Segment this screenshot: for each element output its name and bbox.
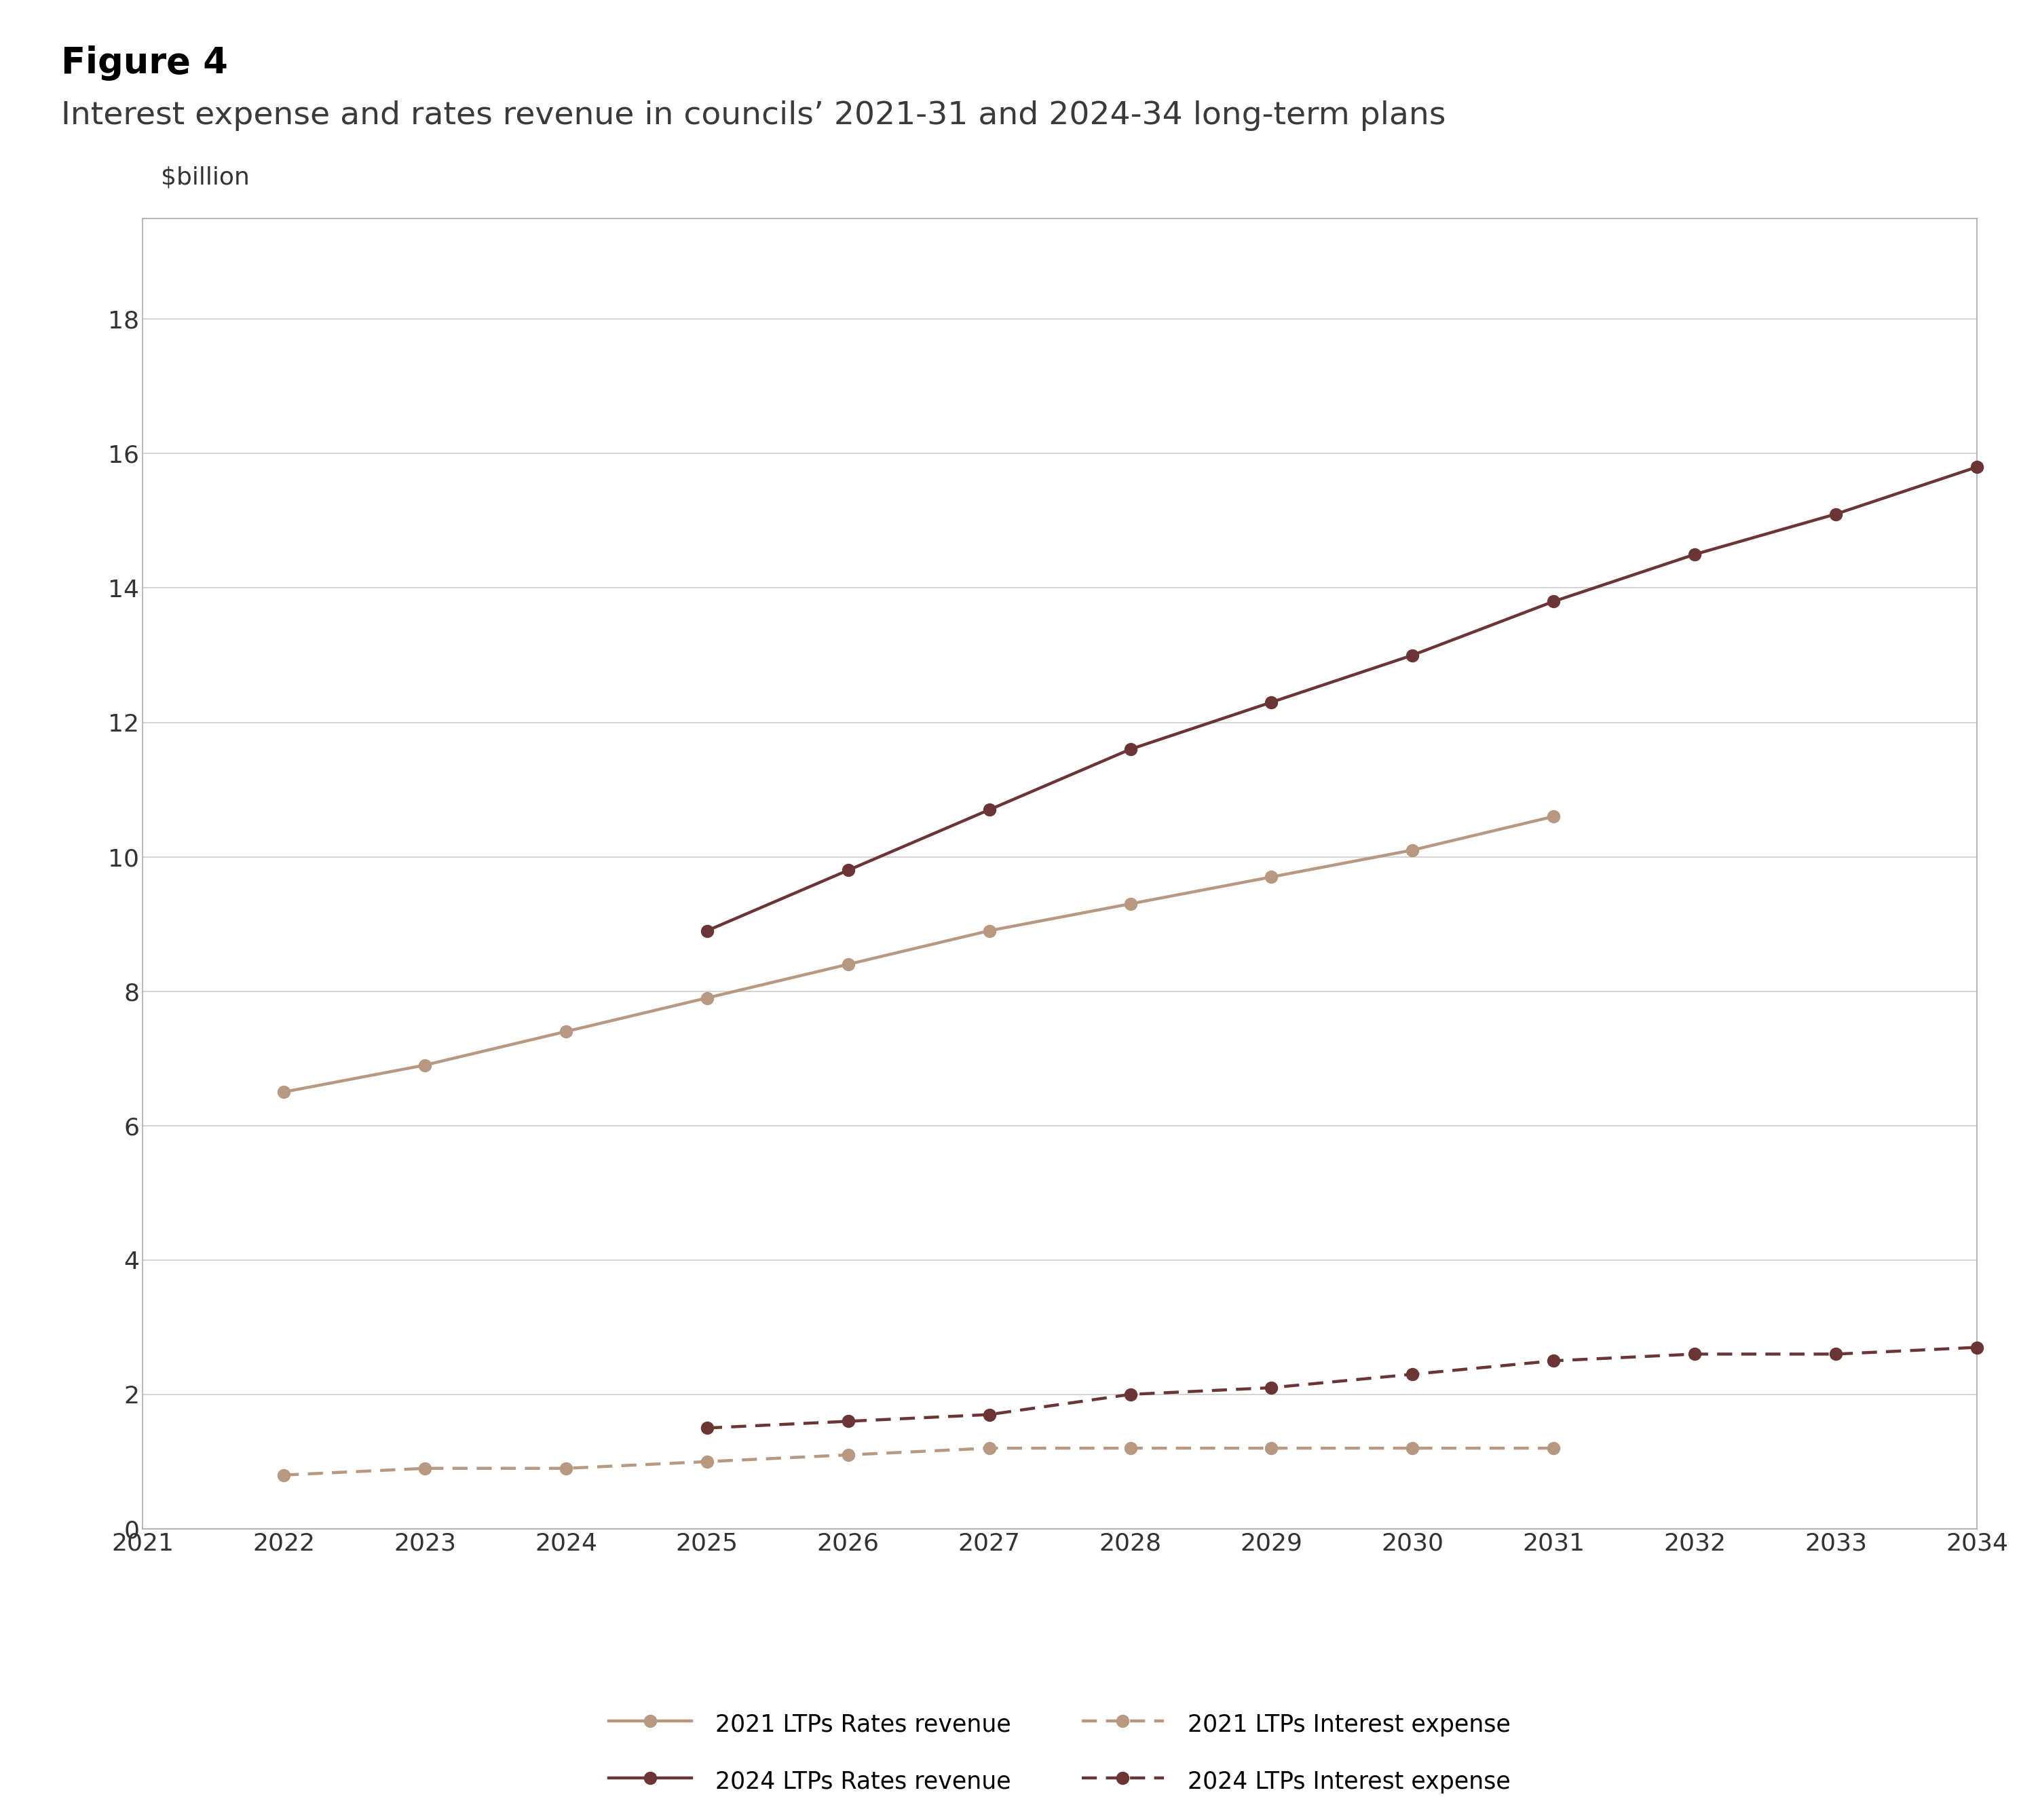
Text: Figure 4: Figure 4 <box>61 46 228 80</box>
Text: Interest expense and rates revenue in councils’ 2021-31 and 2024-34 long-term pl: Interest expense and rates revenue in co… <box>61 100 1445 131</box>
Legend: 2021 LTPs Rates revenue, 2024 LTPs Rates revenue, 2021 LTPs Interest expense, 20: 2021 LTPs Rates revenue, 2024 LTPs Rates… <box>597 1698 1522 1807</box>
Text: $billion: $billion <box>161 166 251 189</box>
